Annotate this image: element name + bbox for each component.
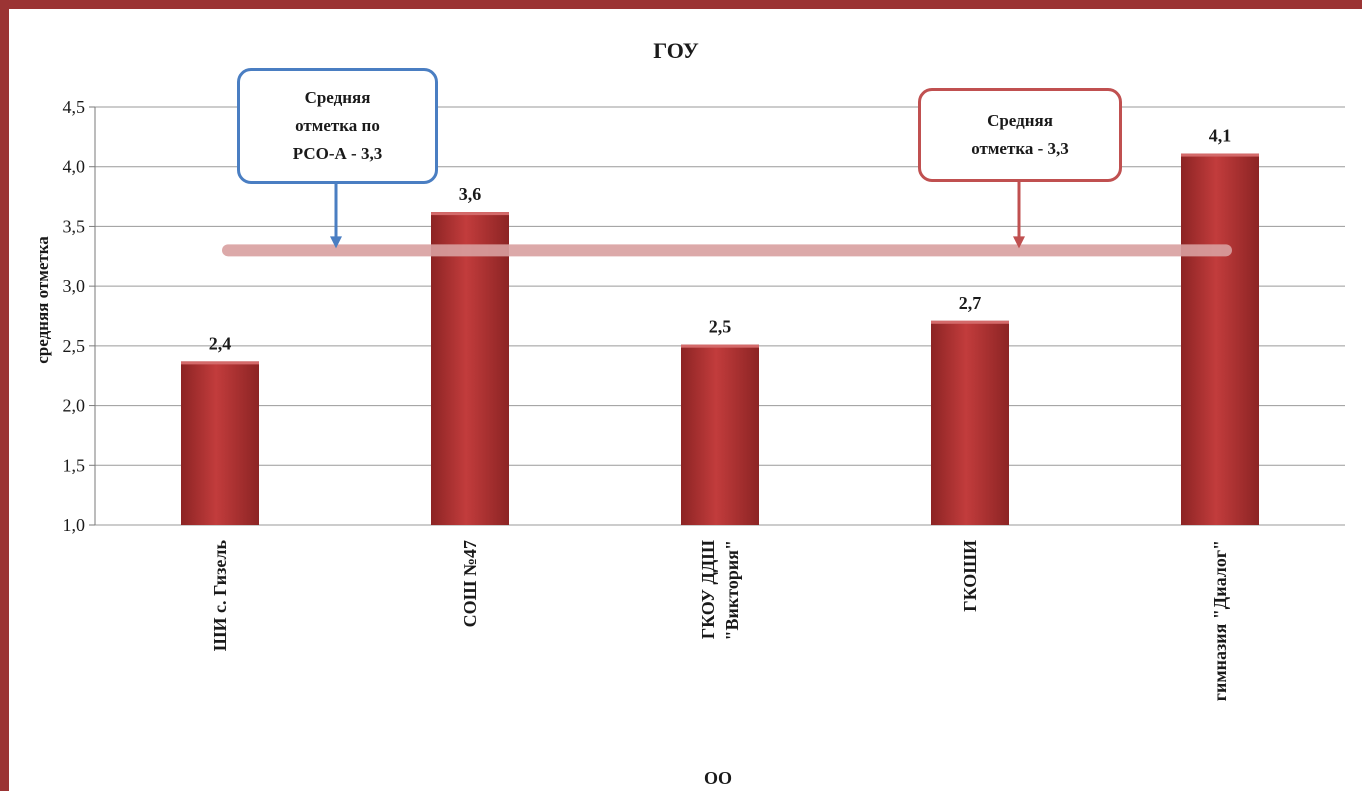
bar xyxy=(681,344,759,525)
y-tick-label: 3,0 xyxy=(63,276,86,296)
category-label: СОШ №47 xyxy=(460,540,480,627)
bar-top-highlight xyxy=(681,344,759,348)
y-tick-label: 1,5 xyxy=(63,455,86,475)
data-label: 4,1 xyxy=(1209,126,1232,146)
callout-rso-a-average: Средняя отметка по РСО-А - 3,3 xyxy=(237,68,438,184)
callout-arrow-left-head xyxy=(330,236,342,249)
bar xyxy=(931,320,1009,525)
callout-average: Средняя отметка - 3,3 xyxy=(918,88,1122,182)
y-tick-label: 1,0 xyxy=(63,515,86,535)
bar-top-highlight xyxy=(1181,153,1259,157)
data-label: 2,4 xyxy=(209,333,232,353)
y-tick-label: 3,5 xyxy=(63,216,86,236)
category-label: гимназия "Диалог" xyxy=(1210,540,1230,701)
data-label: 2,5 xyxy=(709,317,732,337)
category-label: ШИ с. Гизель xyxy=(210,540,230,652)
bars xyxy=(181,153,1259,525)
data-label: 3,6 xyxy=(459,184,482,204)
callout-arrows xyxy=(330,182,1025,249)
y-tick-label: 2,0 xyxy=(63,396,86,416)
data-label: 2,7 xyxy=(959,293,982,313)
bar-top-highlight xyxy=(181,361,259,365)
y-axis-title: средняя отметка xyxy=(33,236,52,364)
bar-top-highlight xyxy=(431,212,509,216)
y-tick-label: 4,0 xyxy=(63,157,86,177)
bar xyxy=(1181,153,1259,525)
category-label: ГКОШИ xyxy=(960,540,980,612)
callout-arrow-right-head xyxy=(1013,236,1025,249)
bar xyxy=(431,212,509,525)
y-tick-label: 2,5 xyxy=(63,336,86,356)
category-label: ГКОУ ДДШ xyxy=(698,540,718,640)
labels: 1,0 1,5 2,0 2,5 3,0 3,5 4,0 4,5 2,4 ШИ с. Гизель 3… xyxy=(63,97,1232,701)
bar-top-highlight xyxy=(931,320,1009,324)
chart-title: ГОУ xyxy=(653,38,698,63)
category-label: "Виктория" xyxy=(722,540,742,640)
y-tick-label: 4,5 xyxy=(63,97,86,117)
bar xyxy=(181,361,259,525)
x-axis-title: ОО xyxy=(704,768,732,788)
